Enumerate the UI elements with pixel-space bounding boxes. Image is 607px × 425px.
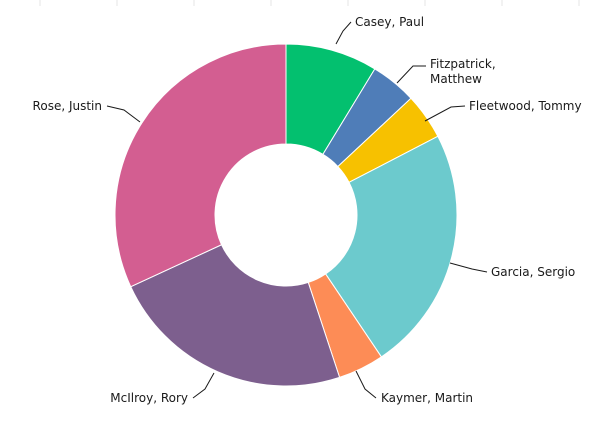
label-fleetwood-tommy: Fleetwood, Tommy [469,99,582,113]
slices-layer [115,44,457,386]
leader-line-casey-paul [336,22,351,44]
top-gridlines [40,0,579,6]
label-kaymer-martin: Kaymer, Martin [381,391,473,405]
leader-line-fitzpatrick-matthew [397,66,426,83]
leader-line-rose-justin [107,106,140,122]
label-rose-justin: Rose, Justin [33,99,102,113]
label-mcilroy-rory: McIlroy, Rory [110,391,188,405]
leader-line-garcia-sergio [450,263,487,272]
leader-line-mcilroy-rory [193,373,214,398]
slice-rose-justin[interactable] [115,44,286,287]
leader-line-kaymer-martin [356,371,376,398]
leader-line-fleetwood-tommy [425,106,465,121]
label-fitzpatrick-matthew: Fitzpatrick, Matthew [430,57,496,86]
label-casey-paul: Casey, Paul [355,15,424,29]
label-garcia-sergio: Garcia, Sergio [491,265,575,279]
